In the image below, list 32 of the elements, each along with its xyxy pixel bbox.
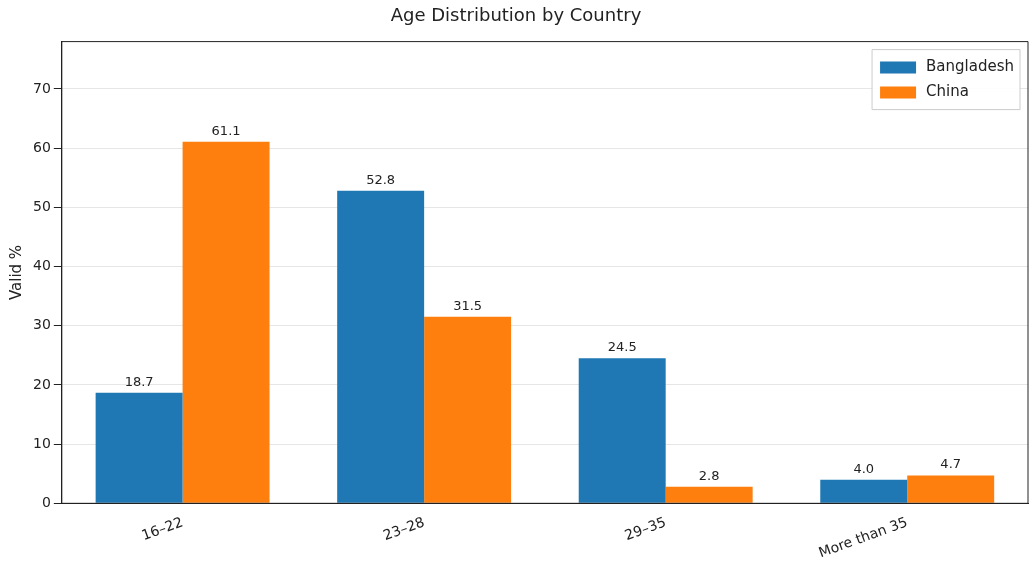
data-label: 18.7 [124, 373, 154, 389]
bar [578, 358, 666, 503]
x-tick-label: More than 35 [816, 513, 910, 561]
y-tick-label: 50 [32, 197, 51, 214]
y-axis-title: Valid % [6, 244, 25, 301]
data-label: 52.8 [366, 171, 396, 187]
y-tick-label: 30 [32, 316, 51, 333]
y-tick-label: 0 [41, 493, 51, 510]
bar [665, 486, 753, 503]
x-tick-label: 23–28 [380, 513, 427, 544]
bar [424, 316, 512, 503]
data-label: 4.0 [853, 460, 875, 476]
y-tick-label: 60 [32, 138, 51, 155]
x-tick-label: 16–22 [139, 513, 185, 544]
bar [95, 392, 183, 503]
y-tick-label: 40 [32, 257, 51, 274]
data-label: 2.8 [698, 467, 720, 483]
bar [182, 141, 270, 503]
y-tick-label: 20 [32, 375, 51, 392]
data-label: 61.1 [211, 122, 241, 138]
bar [820, 479, 908, 503]
legend-label: Bangladesh [926, 57, 1015, 76]
y-tick-label: 70 [32, 79, 51, 96]
chart-title: Age Distribution by Country [390, 4, 642, 26]
legend-label: China [926, 82, 969, 101]
y-tick-label: 10 [32, 434, 51, 451]
data-label: 4.7 [940, 456, 962, 472]
x-tick-label: 29–35 [622, 513, 668, 544]
bar [907, 475, 995, 503]
data-label: 31.5 [453, 297, 483, 313]
data-label: 24.5 [607, 339, 637, 355]
bar [337, 190, 425, 503]
